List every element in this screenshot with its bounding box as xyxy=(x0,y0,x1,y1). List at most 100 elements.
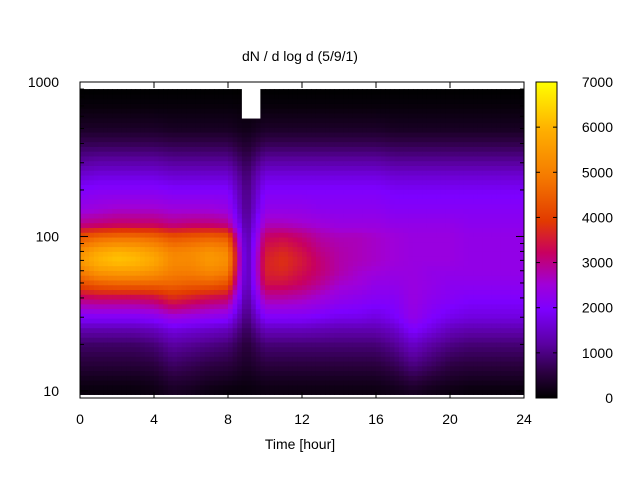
heatmap-cell xyxy=(339,384,345,391)
heatmap-cell xyxy=(362,232,368,238)
heatmap-cell xyxy=(93,322,100,329)
heatmap-cell xyxy=(260,284,266,291)
heatmap-cell xyxy=(403,174,409,181)
heatmap-cell xyxy=(352,132,359,138)
heatmap-cell xyxy=(84,246,90,252)
heatmap-cell xyxy=(177,375,183,381)
heatmap-cell xyxy=(389,184,396,190)
heatmap-cell xyxy=(408,151,414,157)
heatmap-cell xyxy=(89,365,95,372)
heatmap-cell xyxy=(126,170,132,176)
heatmap-cell xyxy=(376,246,382,252)
heatmap-cell xyxy=(343,279,349,286)
heatmap-cell xyxy=(329,189,335,195)
heatmap-cell xyxy=(343,284,349,291)
heatmap-cell xyxy=(426,194,433,200)
heatmap-cell xyxy=(297,227,303,233)
heatmap-cell xyxy=(417,327,423,333)
heatmap-cell xyxy=(218,174,224,181)
heatmap-cell xyxy=(394,146,400,152)
heatmap-cell xyxy=(329,360,335,367)
heatmap-cell xyxy=(255,384,261,391)
heatmap-cell xyxy=(246,346,252,353)
heatmap-cell xyxy=(413,275,419,281)
heatmap-cell xyxy=(352,294,359,300)
heatmap-cell xyxy=(302,327,308,333)
heatmap-cell xyxy=(408,122,414,128)
heatmap-cell xyxy=(195,270,201,276)
heatmap-cell xyxy=(241,289,248,295)
heatmap-cell xyxy=(181,160,187,166)
heatmap-cell xyxy=(93,136,100,143)
heatmap-cell xyxy=(265,260,271,267)
heatmap-cell xyxy=(241,275,248,281)
heatmap-cell xyxy=(343,270,349,276)
heatmap-cell xyxy=(348,294,354,300)
heatmap-cell xyxy=(172,337,178,343)
heatmap-cell xyxy=(177,136,183,143)
heatmap-cell xyxy=(204,246,211,252)
heatmap-cell xyxy=(292,222,298,229)
heatmap-cell xyxy=(255,203,261,209)
heatmap-cell xyxy=(315,208,322,214)
heatmap-cell xyxy=(204,313,211,319)
heatmap-cell xyxy=(311,165,317,171)
heatmap-cell xyxy=(177,270,183,276)
heatmap-cell xyxy=(357,122,363,128)
heatmap-cell xyxy=(103,108,109,114)
heatmap-cell xyxy=(274,103,280,109)
heatmap-cell xyxy=(265,351,271,357)
heatmap-cell xyxy=(126,360,132,367)
heatmap-cell xyxy=(357,155,363,162)
heatmap-cell xyxy=(436,203,442,209)
heatmap-cell xyxy=(426,184,433,190)
heatmap-cell xyxy=(306,279,312,286)
heatmap-cell xyxy=(232,93,238,100)
heatmap-cell xyxy=(80,370,86,376)
heatmap-cell xyxy=(362,194,368,200)
heatmap-cell xyxy=(251,236,257,243)
heatmap-cell xyxy=(426,103,433,109)
heatmap-cell xyxy=(144,227,150,233)
heatmap-cell xyxy=(121,289,127,295)
heatmap-cell xyxy=(126,337,132,343)
heatmap-cell xyxy=(339,170,345,176)
heatmap-cell xyxy=(380,213,386,219)
heatmap-cell xyxy=(274,346,280,353)
heatmap-cell xyxy=(362,141,368,147)
heatmap-cell xyxy=(362,155,368,162)
heatmap-cell xyxy=(200,179,206,186)
heatmap-cell xyxy=(297,313,303,319)
heatmap-cell xyxy=(130,356,137,362)
heatmap-cell xyxy=(186,203,192,209)
heatmap-cell xyxy=(135,132,141,138)
heatmap-cell xyxy=(334,337,340,343)
heatmap-cell xyxy=(223,155,229,162)
heatmap-cell xyxy=(389,227,396,233)
heatmap-cell xyxy=(403,356,409,362)
heatmap-cell xyxy=(130,141,137,147)
heatmap-cell xyxy=(348,127,354,133)
heatmap-cell xyxy=(376,227,382,233)
heatmap-cell xyxy=(135,332,141,338)
heatmap-cell xyxy=(394,365,400,372)
heatmap-cell xyxy=(394,170,400,176)
heatmap-cell xyxy=(241,298,248,305)
heatmap-cell xyxy=(315,356,322,362)
heatmap-cell xyxy=(126,346,132,353)
heatmap-cell xyxy=(246,174,252,181)
heatmap-cell xyxy=(154,360,160,367)
heatmap-cell xyxy=(385,380,391,386)
heatmap-cell xyxy=(366,384,372,391)
heatmap-cell xyxy=(149,313,155,319)
heatmap-cell xyxy=(232,337,238,343)
heatmap-cell xyxy=(144,284,150,291)
heatmap-cell xyxy=(422,127,428,133)
heatmap-cell xyxy=(228,232,234,238)
heatmap-cell xyxy=(241,318,248,324)
heatmap-cell xyxy=(84,194,90,200)
heatmap-cell xyxy=(265,217,271,224)
heatmap-cell xyxy=(348,303,354,310)
heatmap-cell xyxy=(343,275,349,281)
heatmap-cell xyxy=(403,380,409,386)
